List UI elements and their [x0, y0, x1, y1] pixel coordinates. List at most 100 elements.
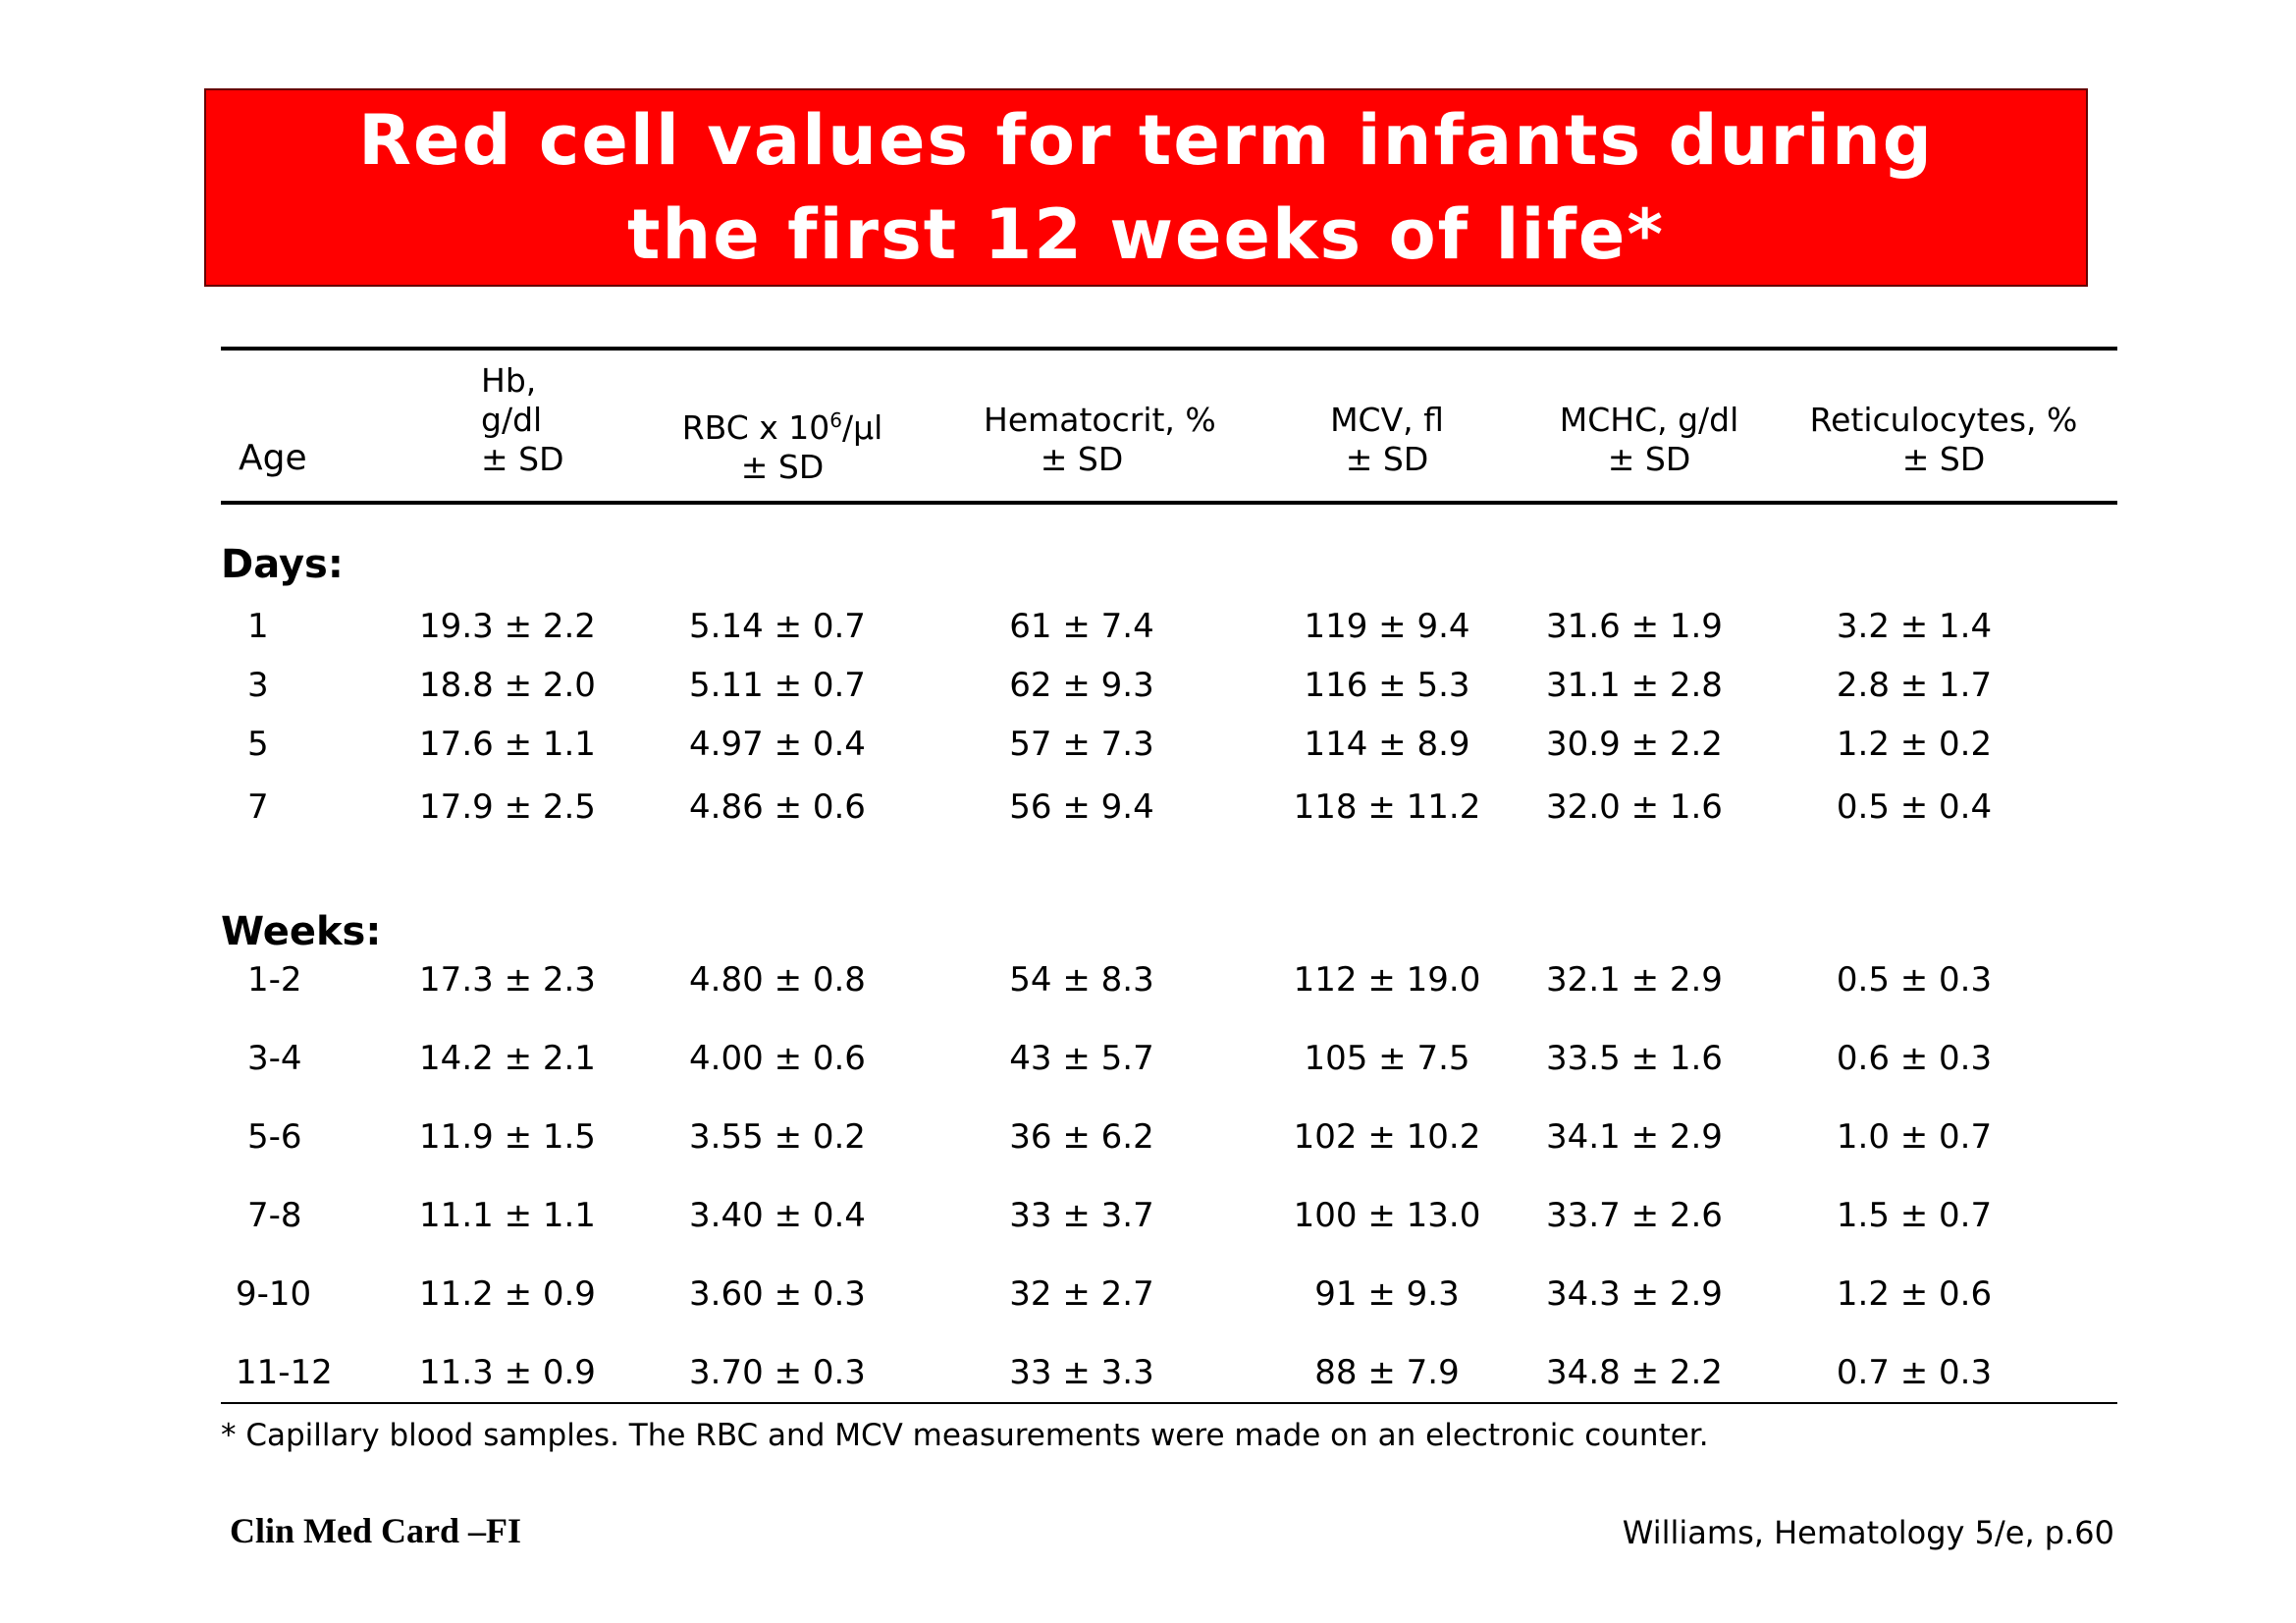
table-bottom-rule — [221, 1402, 2117, 1404]
header-hb-line: g/dl — [481, 401, 543, 439]
value-cell: 36 ± 6.2 — [1009, 1117, 1154, 1157]
value-cell: 119 ± 9.4 — [1304, 607, 1470, 646]
value-cell: 17.6 ± 1.1 — [419, 725, 596, 764]
title-line-2: the first 12 weeks of life* — [626, 194, 1666, 275]
header-rbc: RBC x 106/µl ± SD — [679, 401, 885, 487]
age-cell: 1-2 — [247, 960, 302, 1000]
value-cell: 4.97 ± 0.4 — [689, 725, 866, 764]
value-cell: 0.5 ± 0.3 — [1836, 960, 1993, 1000]
value-cell: 17.3 ± 2.3 — [419, 960, 596, 1000]
value-cell: 0.5 ± 0.4 — [1836, 787, 1993, 827]
value-cell: 19.3 ± 2.2 — [419, 607, 596, 646]
table-row: 7 17.9 ± 2.5 4.86 ± 0.6 56 ± 9.4 118 ± 11.2 3… — [0, 787, 2296, 831]
value-cell: 91 ± 9.3 — [1314, 1274, 1460, 1314]
value-cell: 33 ± 3.7 — [1009, 1196, 1154, 1235]
header-hb-line: ± SD — [481, 440, 564, 478]
table-row: 9-10 11.2 ± 0.9 3.60 ± 0.3 32 ± 2.7 91 ± 9.3… — [0, 1274, 2296, 1318]
days-section-label: Days: — [221, 542, 344, 587]
value-cell: 33 ± 3.3 — [1009, 1353, 1154, 1392]
header-mcv-sd: ± SD — [1345, 440, 1429, 478]
value-cell: 11.9 ± 1.5 — [419, 1117, 596, 1157]
age-cell: 7-8 — [247, 1196, 302, 1235]
value-cell: 54 ± 8.3 — [1009, 960, 1154, 1000]
value-cell: 118 ± 11.2 — [1293, 787, 1481, 827]
value-cell: 61 ± 7.4 — [1009, 607, 1154, 646]
value-cell: 43 ± 5.7 — [1009, 1039, 1154, 1078]
header-mchc: MCHC, g/dl ± SD — [1536, 401, 1762, 479]
age-cell: 5-6 — [247, 1117, 302, 1157]
table-row: 5-6 11.9 ± 1.5 3.55 ± 0.2 36 ± 6.2 102 ± 10.… — [0, 1117, 2296, 1161]
value-cell: 14.2 ± 2.1 — [419, 1039, 596, 1078]
value-cell: 34.8 ± 2.2 — [1546, 1353, 1723, 1392]
value-cell: 88 ± 7.9 — [1314, 1353, 1460, 1392]
value-cell: 57 ± 7.3 — [1009, 725, 1154, 764]
value-cell: 34.3 ± 2.9 — [1546, 1274, 1723, 1314]
table-row: 5 17.6 ± 1.1 4.97 ± 0.4 57 ± 7.3 114 ± 8.9 30… — [0, 725, 2296, 768]
value-cell: 1.0 ± 0.7 — [1836, 1117, 1993, 1157]
header-hb-line: Hb, — [481, 361, 537, 400]
value-cell: 112 ± 19.0 — [1293, 960, 1481, 1000]
value-cell: 1.2 ± 0.6 — [1836, 1274, 1993, 1314]
header-age: Age — [239, 438, 307, 478]
value-cell: 1.2 ± 0.2 — [1836, 725, 1993, 764]
value-cell: 18.8 ± 2.0 — [419, 666, 596, 705]
value-cell: 4.86 ± 0.6 — [689, 787, 866, 827]
value-cell: 114 ± 8.9 — [1304, 725, 1470, 764]
value-cell: 33.7 ± 2.6 — [1546, 1196, 1723, 1235]
value-cell: 2.8 ± 1.7 — [1836, 666, 1993, 705]
value-cell: 31.6 ± 1.9 — [1546, 607, 1723, 646]
value-cell: 56 ± 9.4 — [1009, 787, 1154, 827]
table-row: 3-4 14.2 ± 2.1 4.00 ± 0.6 43 ± 5.7 105 ± 7.5… — [0, 1039, 2296, 1082]
value-cell: 3.60 ± 0.3 — [689, 1274, 866, 1314]
table-row: 11-12 11.3 ± 0.9 3.70 ± 0.3 33 ± 3.3 88 ± 7.… — [0, 1353, 2296, 1396]
header-mchc-sd: ± SD — [1607, 440, 1691, 478]
age-cell: 3 — [247, 666, 269, 705]
value-cell: 5.14 ± 0.7 — [689, 607, 866, 646]
value-cell: 34.1 ± 2.9 — [1546, 1117, 1723, 1157]
table-header-rule — [221, 501, 2117, 505]
value-cell: 3.2 ± 1.4 — [1836, 607, 1993, 646]
value-cell: 1.5 ± 0.7 — [1836, 1196, 1993, 1235]
value-cell: 62 ± 9.3 — [1009, 666, 1154, 705]
value-cell: 11.2 ± 0.9 — [419, 1274, 596, 1314]
value-cell: 33.5 ± 1.6 — [1546, 1039, 1723, 1078]
header-mchc-text: MCHC, g/dl — [1559, 401, 1739, 439]
header-hct-text: Hematocrit, % — [984, 401, 1216, 439]
value-cell: 32 ± 2.7 — [1009, 1274, 1154, 1314]
value-cell: 100 ± 13.0 — [1293, 1196, 1481, 1235]
header-hematocrit: Hematocrit, % ± SD — [984, 401, 1216, 479]
age-cell: 3-4 — [247, 1039, 302, 1078]
value-cell: 102 ± 10.2 — [1293, 1117, 1481, 1157]
footer-source: Williams, Hematology 5/e, p.60 — [1622, 1514, 2114, 1551]
age-cell: 1 — [247, 607, 269, 646]
value-cell: 4.00 ± 0.6 — [689, 1039, 866, 1078]
value-cell: 30.9 ± 2.2 — [1546, 725, 1723, 764]
table-top-rule — [221, 347, 2117, 351]
table-row: 7-8 11.1 ± 1.1 3.40 ± 0.4 33 ± 3.7 100 ± 13.… — [0, 1196, 2296, 1239]
value-cell: 17.9 ± 2.5 — [419, 787, 596, 827]
age-cell: 9-10 — [236, 1274, 312, 1314]
header-retic-text: Reticulocytes, % — [1809, 401, 2078, 439]
header-rbc-sd: ± SD — [740, 448, 825, 486]
value-cell: 0.7 ± 0.3 — [1836, 1353, 1993, 1392]
value-cell: 11.3 ± 0.9 — [419, 1353, 596, 1392]
age-cell: 5 — [247, 725, 269, 764]
header-hct-sd: ± SD — [1040, 440, 1124, 478]
table-row: 3 18.8 ± 2.0 5.11 ± 0.7 62 ± 9.3 116 ± 5.3 31… — [0, 666, 2296, 709]
header-rbc-unit: /µl — [841, 408, 883, 447]
footer-left: Clin Med Card –FI — [230, 1511, 521, 1550]
value-cell: 32.1 ± 2.9 — [1546, 960, 1723, 1000]
value-cell: 3.70 ± 0.3 — [689, 1353, 866, 1392]
weeks-section-label: Weeks: — [221, 909, 382, 954]
header-retic-sd: ± SD — [1901, 440, 1986, 478]
age-cell: 11-12 — [236, 1353, 333, 1392]
title-banner: Red cell values for term infants during … — [204, 88, 2088, 287]
header-mcv-text: MCV, fl — [1330, 401, 1444, 439]
header-hb: Hb, g/dl ± SD — [481, 361, 564, 479]
value-cell: 5.11 ± 0.7 — [689, 666, 866, 705]
value-cell: 116 ± 5.3 — [1304, 666, 1470, 705]
header-reticulocytes: Reticulocytes, % ± SD — [1796, 401, 2091, 479]
value-cell: 0.6 ± 0.3 — [1836, 1039, 1993, 1078]
value-cell: 11.1 ± 1.1 — [419, 1196, 596, 1235]
header-rbc-text: RBC x 10 — [681, 408, 830, 447]
